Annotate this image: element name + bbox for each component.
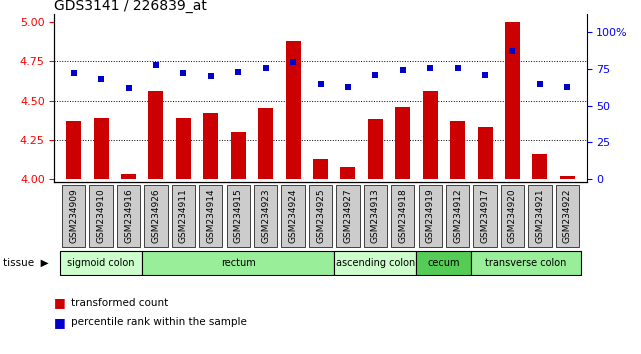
FancyBboxPatch shape: [446, 185, 469, 247]
FancyBboxPatch shape: [556, 185, 579, 247]
FancyBboxPatch shape: [62, 185, 85, 247]
FancyBboxPatch shape: [471, 251, 581, 275]
Point: [124, 85, 134, 91]
Bar: [313, 159, 328, 179]
FancyBboxPatch shape: [334, 251, 417, 275]
Text: ■: ■: [54, 296, 71, 309]
Text: transverse colon: transverse colon: [485, 258, 567, 268]
Text: GSM234918: GSM234918: [398, 189, 407, 243]
Text: GDS3141 / 226839_at: GDS3141 / 226839_at: [54, 0, 207, 13]
FancyBboxPatch shape: [419, 185, 442, 247]
Text: GSM234925: GSM234925: [316, 189, 325, 243]
FancyBboxPatch shape: [337, 185, 360, 247]
Text: rectum: rectum: [221, 258, 256, 268]
Point: [206, 74, 216, 79]
FancyBboxPatch shape: [309, 185, 332, 247]
Text: tissue  ▶: tissue ▶: [3, 258, 49, 268]
Bar: [422, 91, 438, 179]
Text: transformed count: transformed count: [71, 298, 168, 308]
Text: sigmoid colon: sigmoid colon: [67, 258, 135, 268]
Point: [535, 81, 545, 86]
Bar: [94, 118, 108, 179]
Bar: [121, 175, 136, 179]
FancyBboxPatch shape: [363, 185, 387, 247]
Point: [288, 59, 298, 64]
Text: ascending colon: ascending colon: [336, 258, 415, 268]
Bar: [505, 22, 520, 179]
Bar: [203, 113, 219, 179]
Bar: [340, 167, 356, 179]
FancyBboxPatch shape: [417, 251, 471, 275]
Text: percentile rank within the sample: percentile rank within the sample: [71, 317, 246, 327]
Text: GSM234927: GSM234927: [344, 189, 353, 243]
FancyBboxPatch shape: [281, 185, 304, 247]
Point: [260, 65, 271, 70]
Text: GSM234915: GSM234915: [234, 189, 243, 243]
Bar: [149, 91, 163, 179]
Point: [343, 84, 353, 89]
FancyBboxPatch shape: [142, 251, 334, 275]
Point: [425, 65, 435, 70]
Point: [315, 81, 326, 86]
FancyBboxPatch shape: [474, 185, 497, 247]
Text: GSM234926: GSM234926: [151, 189, 160, 243]
Text: GSM234909: GSM234909: [69, 189, 78, 243]
Point: [507, 48, 517, 54]
FancyBboxPatch shape: [117, 185, 140, 247]
Text: GSM234924: GSM234924: [288, 189, 297, 243]
FancyBboxPatch shape: [60, 251, 142, 275]
FancyBboxPatch shape: [528, 185, 551, 247]
FancyBboxPatch shape: [254, 185, 278, 247]
Bar: [285, 41, 301, 179]
Text: GSM234913: GSM234913: [371, 189, 380, 243]
Bar: [560, 176, 575, 179]
Bar: [395, 107, 410, 179]
Text: GSM234921: GSM234921: [535, 189, 544, 243]
FancyBboxPatch shape: [172, 185, 195, 247]
Text: GSM234917: GSM234917: [481, 189, 490, 243]
Text: GSM234910: GSM234910: [97, 189, 106, 243]
Bar: [533, 154, 547, 179]
FancyBboxPatch shape: [391, 185, 415, 247]
Point: [151, 62, 161, 68]
FancyBboxPatch shape: [226, 185, 250, 247]
Bar: [478, 127, 492, 179]
Point: [397, 68, 408, 73]
Bar: [258, 108, 273, 179]
Point: [69, 70, 79, 76]
Text: GSM234922: GSM234922: [563, 189, 572, 243]
FancyBboxPatch shape: [501, 185, 524, 247]
FancyBboxPatch shape: [90, 185, 113, 247]
Text: ■: ■: [54, 316, 71, 329]
Text: GSM234923: GSM234923: [261, 189, 270, 243]
Bar: [176, 118, 191, 179]
Bar: [231, 132, 246, 179]
Text: GSM234920: GSM234920: [508, 189, 517, 243]
Text: GSM234911: GSM234911: [179, 189, 188, 243]
Text: GSM234914: GSM234914: [206, 189, 215, 243]
Text: cecum: cecum: [428, 258, 460, 268]
FancyBboxPatch shape: [199, 185, 222, 247]
Point: [480, 72, 490, 78]
FancyBboxPatch shape: [144, 185, 167, 247]
Point: [233, 69, 244, 75]
Point: [453, 65, 463, 70]
Point: [178, 70, 188, 76]
Bar: [66, 121, 81, 179]
Bar: [368, 119, 383, 179]
Text: GSM234919: GSM234919: [426, 189, 435, 243]
Text: GSM234912: GSM234912: [453, 189, 462, 243]
Point: [370, 72, 381, 78]
Point: [562, 84, 572, 89]
Point: [96, 76, 106, 82]
Bar: [450, 121, 465, 179]
Text: GSM234916: GSM234916: [124, 189, 133, 243]
